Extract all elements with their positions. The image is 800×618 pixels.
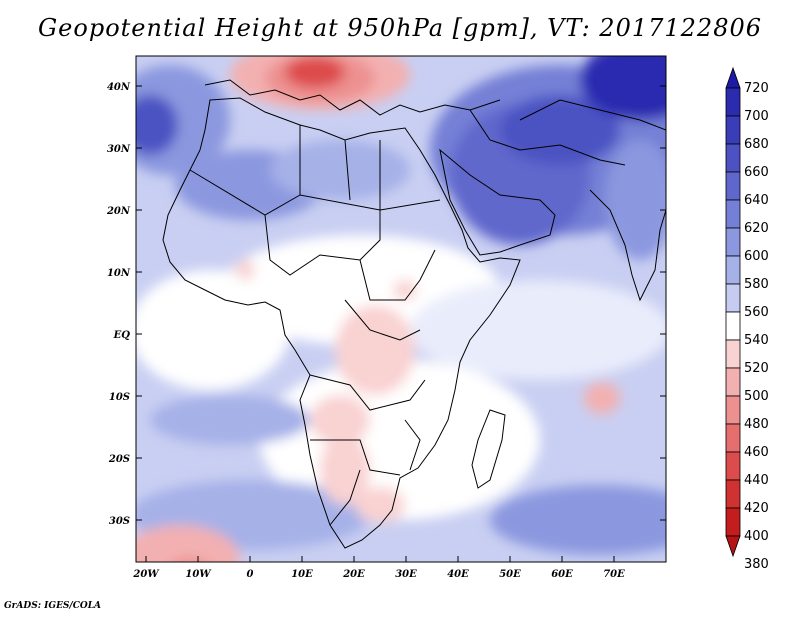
lon-label: 20W xyxy=(132,569,160,580)
lon-label: 30E xyxy=(395,569,417,580)
coastlines xyxy=(162,79,666,549)
colorbar-swatch xyxy=(725,283,741,313)
lat-axis: 40N 30N 20N 10N EQ 10S 20S 30S xyxy=(106,82,666,527)
colorbar-swatch xyxy=(725,451,741,481)
colorbar-swatch xyxy=(725,367,741,397)
colorbar-swatch xyxy=(725,171,741,201)
colorbar-swatch xyxy=(725,423,741,453)
lon-label: 60E xyxy=(551,569,573,580)
colorbar-label: 500 xyxy=(744,389,769,404)
colorbar-label: 720 xyxy=(744,81,769,96)
colorbar-label: 560 xyxy=(744,305,769,320)
colorbar-label: 640 xyxy=(744,193,769,208)
colorbar-swatch xyxy=(725,339,741,369)
colorbar-label: 460 xyxy=(744,445,769,460)
map-title: Geopotential Height at 950hPa [gpm], VT:… xyxy=(38,14,762,42)
colorbar-label: 580 xyxy=(744,277,769,292)
lon-label: 10W xyxy=(185,569,212,580)
colorbar-label: 520 xyxy=(744,361,769,376)
colorbar-swatch xyxy=(725,199,741,229)
lat-label: 30N xyxy=(107,144,131,155)
colorbar-bottom-arrow xyxy=(725,535,741,558)
colorbar-top-arrow xyxy=(725,66,741,89)
colorbar-swatch xyxy=(725,311,741,341)
lat-label: 10N xyxy=(107,268,131,279)
colorbar-swatch xyxy=(725,395,741,425)
plot-frame xyxy=(135,55,667,563)
lon-label: 70E xyxy=(603,569,625,580)
colorbar-label: 680 xyxy=(744,137,769,152)
lon-label: 10E xyxy=(291,569,313,580)
lat-label: 10S xyxy=(109,392,130,403)
colorbar-swatch xyxy=(725,507,741,537)
colorbar-swatch xyxy=(725,115,741,145)
lat-label: EQ xyxy=(113,330,131,341)
lon-label: 40E xyxy=(447,569,469,580)
height-field xyxy=(136,56,666,562)
colorbar-label: 540 xyxy=(744,333,769,348)
colorbar-label: 620 xyxy=(744,221,769,236)
colorbar-label: 420 xyxy=(744,501,769,516)
colorbar-swatch xyxy=(725,479,741,509)
lat-label: 30S xyxy=(109,516,130,527)
colorbar-label: 600 xyxy=(744,249,769,264)
lon-label: 0 xyxy=(247,569,254,580)
lat-label: 20S xyxy=(108,454,130,465)
colorbar-label: 700 xyxy=(744,109,769,124)
lon-axis: 20W 10W 0 10E 20E 30E 40E 50E 60E 70E xyxy=(132,556,625,580)
colorbar: 720 700 680 660 640 620 600 580 560 540 520 500 480 4… xyxy=(725,66,769,572)
colorbar-label: 480 xyxy=(744,417,769,432)
colorbar-label: 400 xyxy=(744,529,769,544)
colorbar-label: 380 xyxy=(744,557,769,572)
lat-label: 20N xyxy=(106,206,131,217)
colorbar-swatch xyxy=(725,143,741,173)
lon-label: 50E xyxy=(499,569,521,580)
colorbar-label: 440 xyxy=(744,473,769,488)
lat-label: 40N xyxy=(107,82,131,93)
colorbar-swatch xyxy=(725,255,741,285)
colorbar-swatch xyxy=(725,227,741,257)
credit-text: GrADS: IGES/COLA xyxy=(4,601,102,611)
colorbar-label: 660 xyxy=(744,165,769,180)
colorbar-swatch xyxy=(725,87,741,117)
lon-label: 20E xyxy=(342,569,365,580)
